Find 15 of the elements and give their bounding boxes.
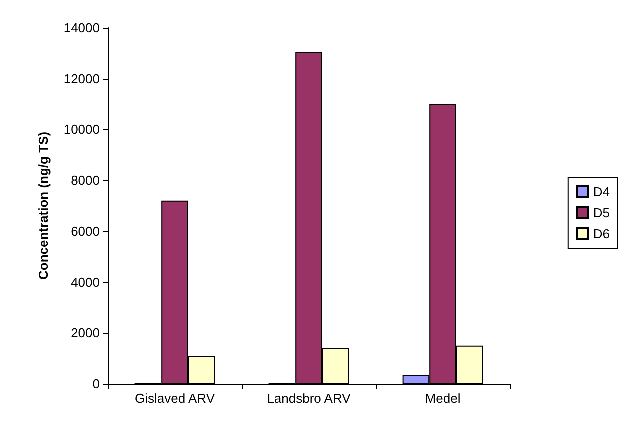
- y-tick-label: 4000: [71, 274, 100, 290]
- legend-label: D5: [593, 206, 610, 220]
- x-tick-label: Gislaved ARV: [135, 391, 216, 406]
- legend-label: D4: [593, 184, 610, 200]
- y-axis-title: Concentration (ng/g TS): [36, 132, 51, 280]
- y-tick-label: 0: [92, 376, 100, 392]
- legend-label: D6: [593, 226, 610, 242]
- y-tick-label: 10000: [64, 122, 100, 138]
- y-tick-label: 6000: [71, 224, 100, 239]
- y-tick-label: 12000: [64, 71, 100, 86]
- x-tick-label: Landsbro ARV: [267, 391, 352, 406]
- x-tick-label: Medel: [425, 391, 461, 406]
- y-tick-label: 8000: [71, 173, 100, 188]
- y-tick-label: 2000: [71, 326, 100, 341]
- y-tick-label: 14000: [64, 20, 100, 36]
